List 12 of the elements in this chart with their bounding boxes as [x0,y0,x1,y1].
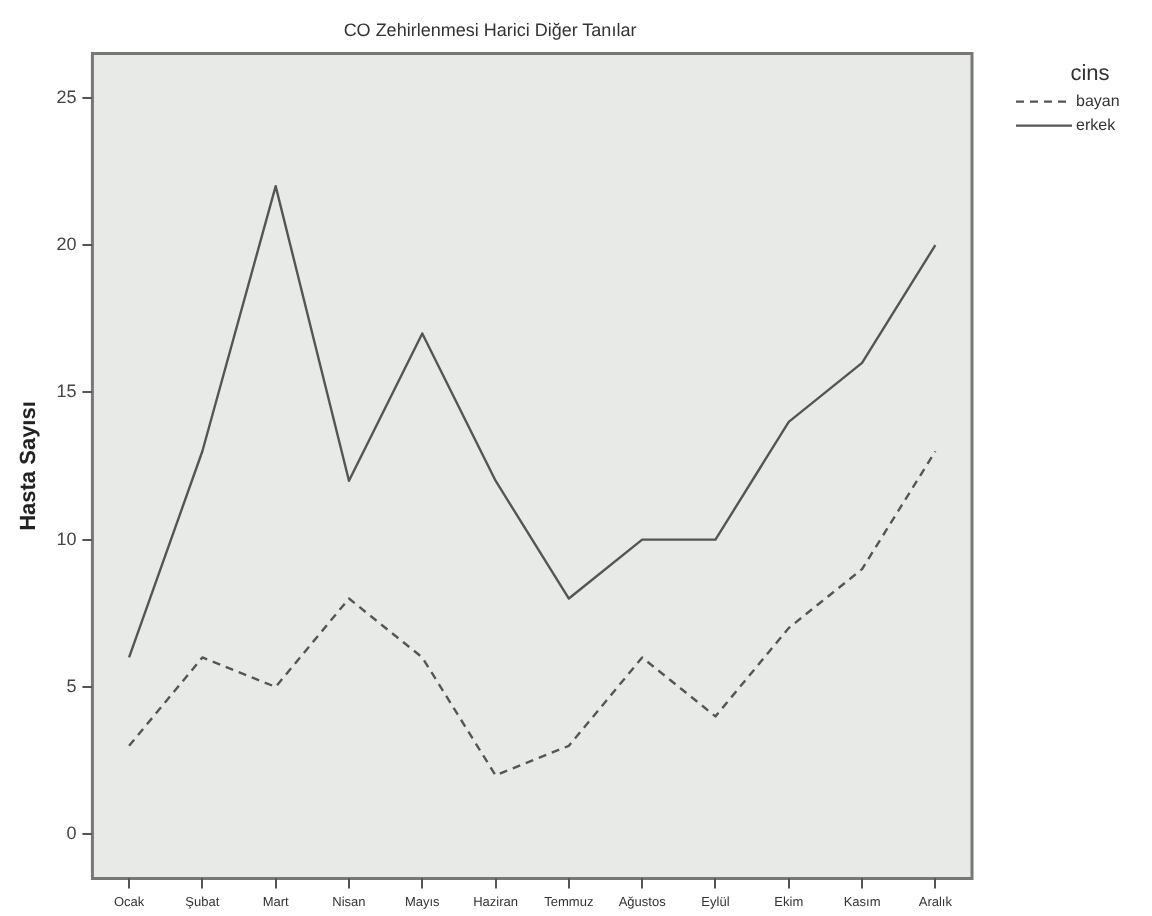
y-tick-label: 15 [56,381,77,402]
y-tick-label: 5 [66,675,77,696]
y-axis-title: Hasta Sayısı [17,401,42,531]
legend-label: bayan [1076,92,1120,111]
chart-title: CO Zehirlenmesi Harici Diğer Tanılar [343,19,637,40]
y-tick-label: 20 [56,234,77,255]
legend-title: cins [1070,61,1111,86]
legend-label: erkek [1076,116,1118,135]
y-tick-label: 0 [66,823,77,844]
y-tick-label: 10 [56,528,77,549]
line-series [127,450,937,777]
y-tick-label: 25 [56,86,77,107]
